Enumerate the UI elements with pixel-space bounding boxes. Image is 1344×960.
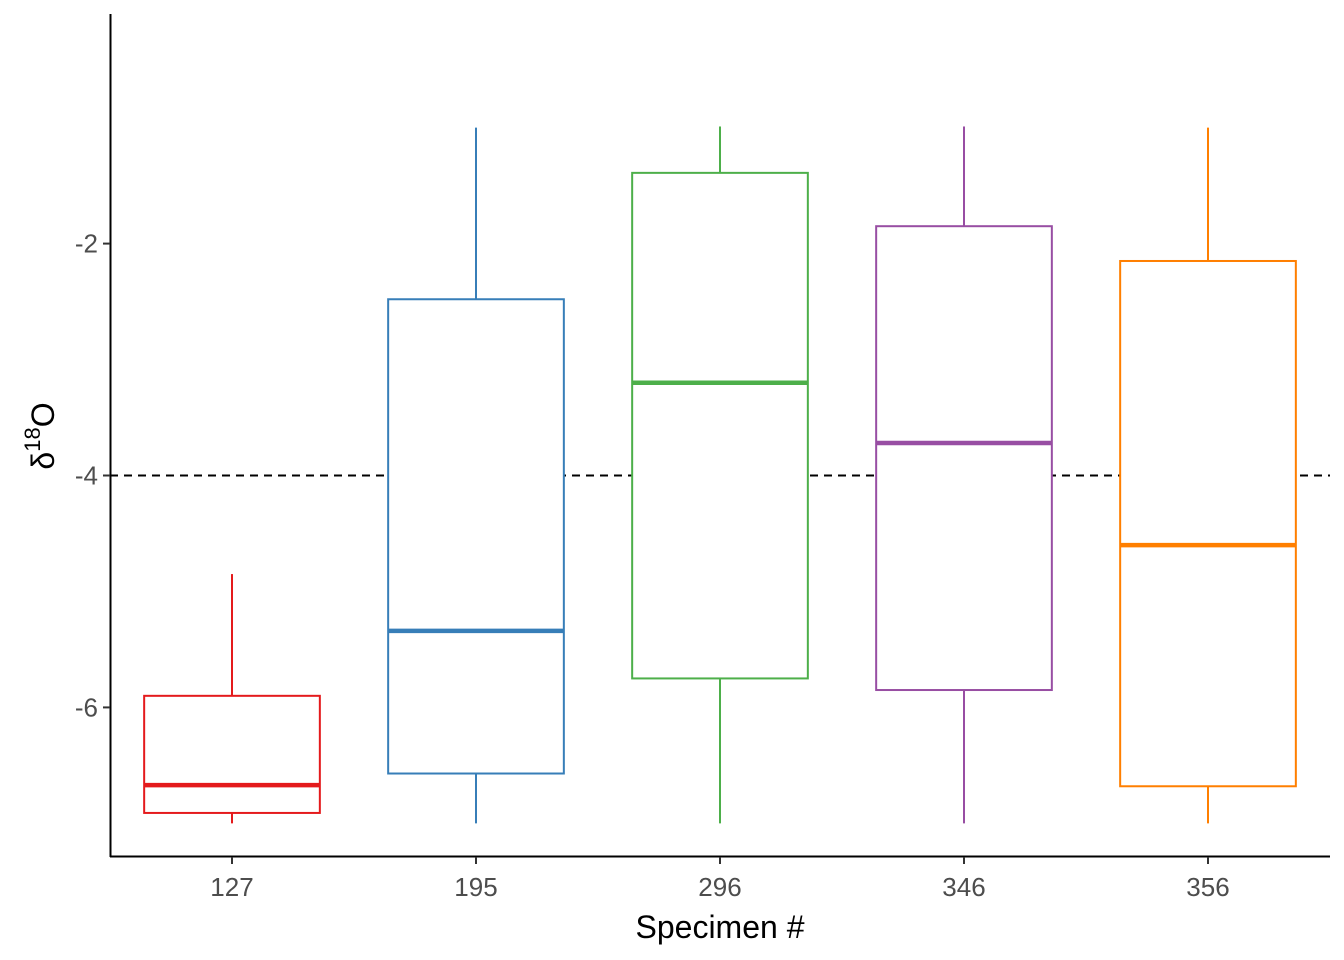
x-axis-ticks: 127 195 296 346 356	[210, 857, 1230, 902]
y-axis-title-delta: δ	[25, 452, 61, 470]
x-tick-label: 195	[454, 872, 497, 902]
y-tick-label: -2	[75, 229, 98, 259]
box-356	[1119, 127, 1297, 824]
y-axis-title-superscript: 18	[20, 427, 45, 451]
box-346	[875, 126, 1053, 824]
plot-area	[110, 126, 1330, 824]
y-axis-ticks: -6 -4 -2	[75, 229, 110, 722]
box-body	[875, 225, 1053, 692]
box-body	[631, 171, 809, 680]
y-tick-label: -6	[75, 692, 98, 722]
y-tick-label: -4	[75, 461, 98, 491]
x-tick-label: 296	[698, 872, 741, 902]
box-body	[1119, 259, 1297, 788]
x-tick-label: 346	[942, 872, 985, 902]
box-127	[143, 574, 321, 824]
x-tick-label: 127	[210, 872, 253, 902]
y-axis-title: δ18O	[20, 402, 61, 469]
box-body	[387, 298, 565, 775]
box-body	[143, 694, 321, 814]
y-axis-title-element: O	[25, 402, 61, 427]
x-tick-label: 356	[1186, 872, 1229, 902]
box-296	[631, 126, 809, 824]
x-axis-title: Specimen #	[636, 909, 805, 945]
box-195	[387, 127, 565, 824]
